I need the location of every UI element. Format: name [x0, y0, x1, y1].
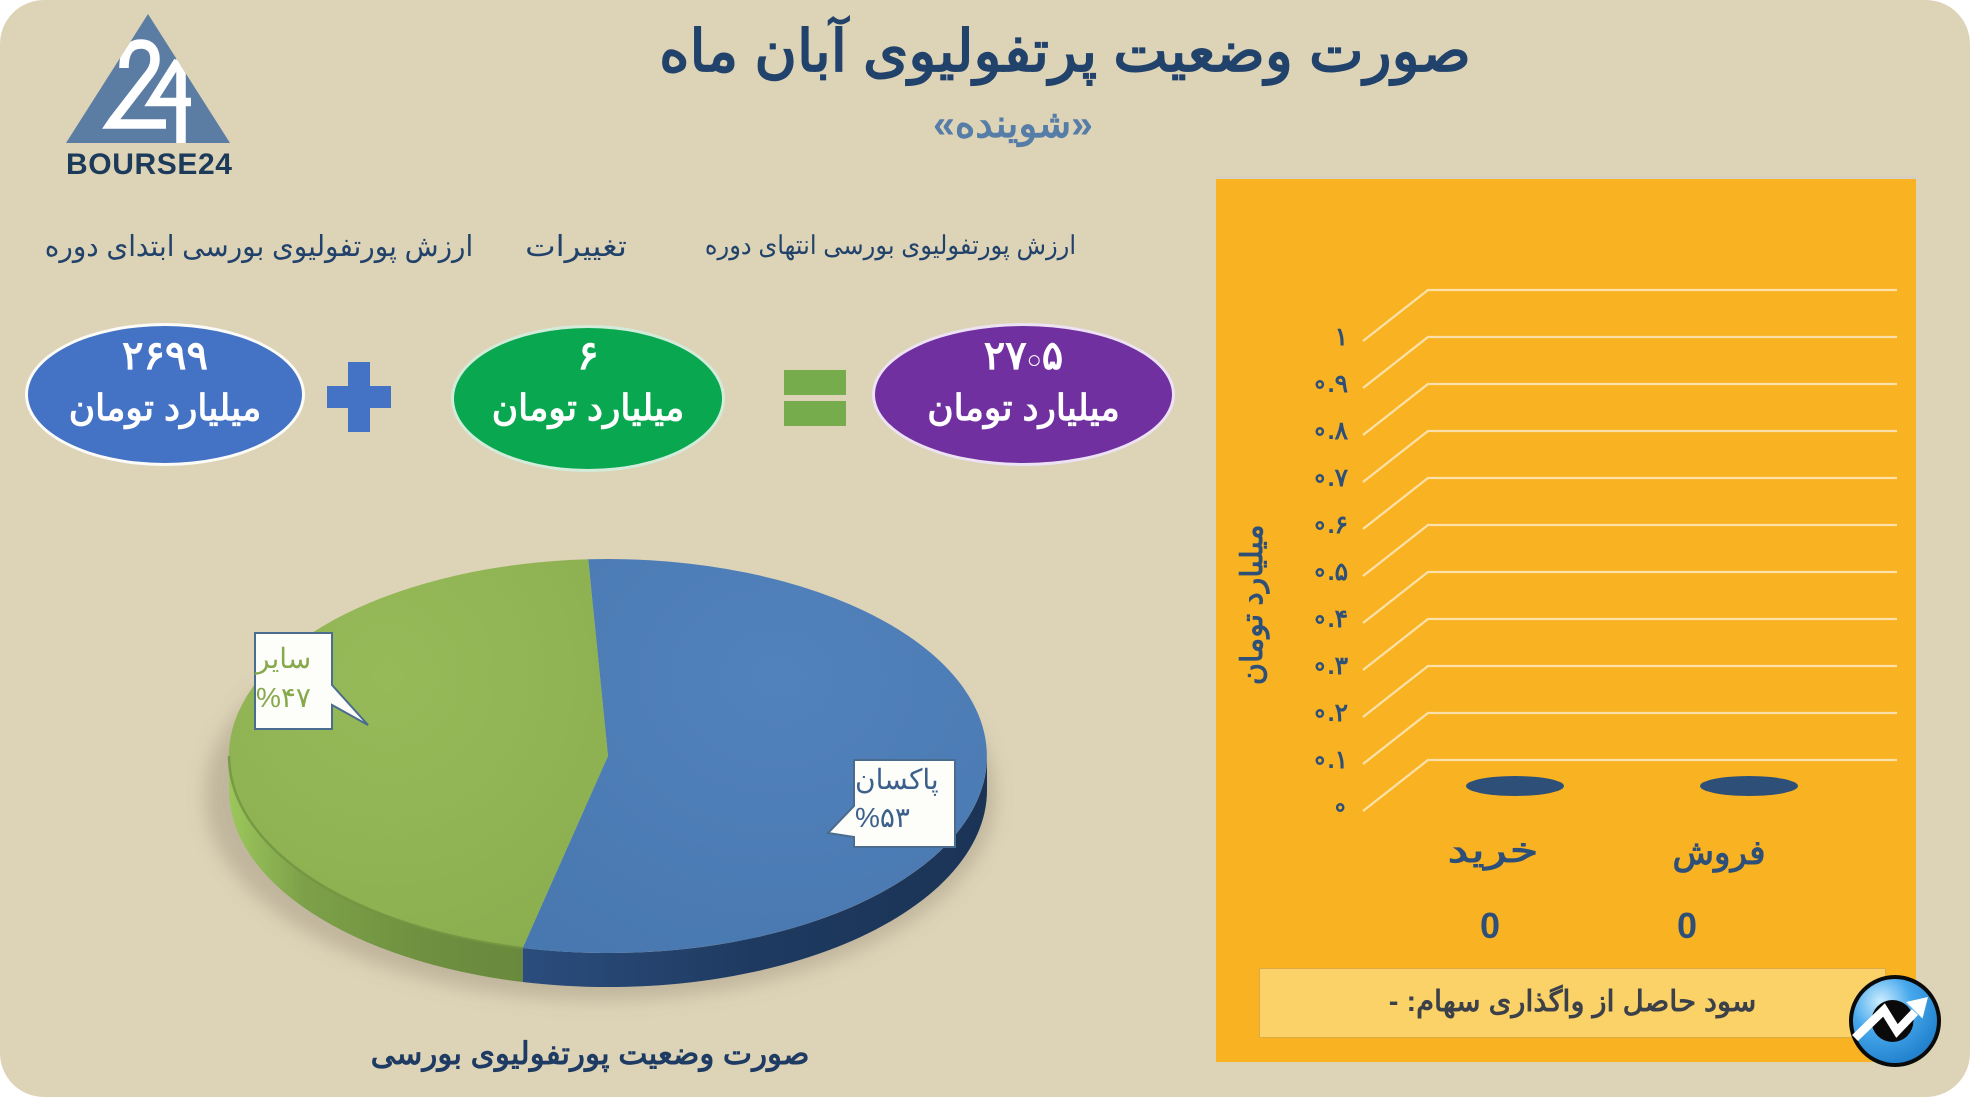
svg-text:BOURSE24: BOURSE24: [66, 148, 233, 181]
